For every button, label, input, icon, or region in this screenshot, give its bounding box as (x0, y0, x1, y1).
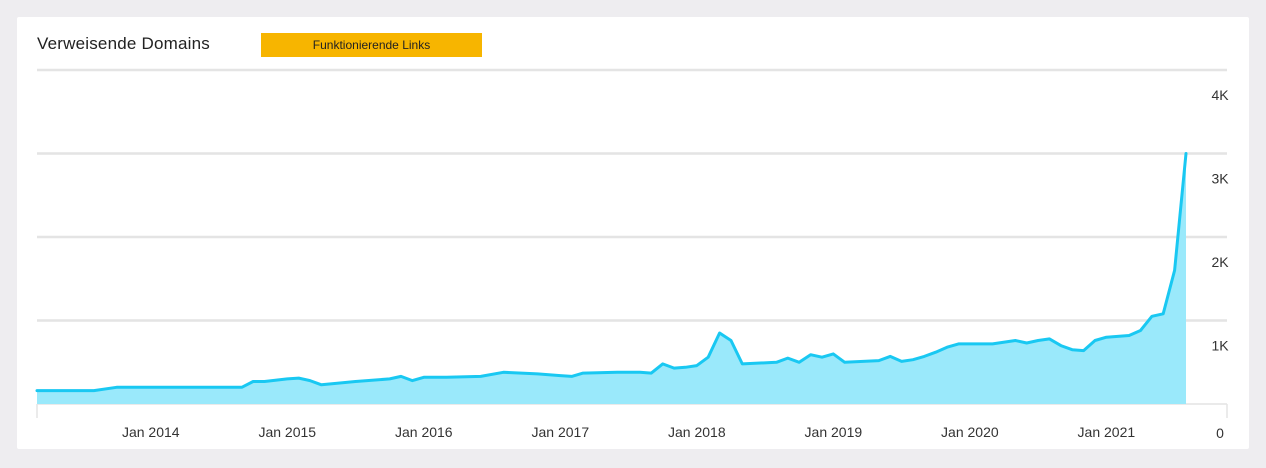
y-axis: 0 1K 2K 3K 4K (1211, 87, 1229, 441)
y-tick-label: 2K (1211, 254, 1229, 270)
chart-area (35, 152, 1188, 404)
x-tick-label: Jan 2017 (532, 424, 590, 440)
y-tick-label: 4K (1211, 87, 1229, 103)
x-tick-label: Jan 2014 (122, 424, 180, 440)
legend-badge-funktionierende-links[interactable]: Funktionierende Links (261, 33, 482, 57)
chart-title: Verweisende Domains (37, 34, 210, 53)
y-tick-label: 0 (1216, 425, 1224, 441)
x-tick-label: Jan 2020 (941, 424, 999, 440)
x-axis: Jan 2014 Jan 2015 Jan 2016 Jan 2017 Jan 2018… (122, 424, 1135, 440)
series-area-fill (37, 153, 1186, 404)
x-tick-label: Jan 2015 (258, 424, 316, 440)
x-tick-label: Jan 2019 (805, 424, 863, 440)
x-tick-label: Jan 2016 (395, 424, 453, 440)
x-tick-label: Jan 2021 (1078, 424, 1136, 440)
y-tick-label: 1K (1211, 338, 1229, 354)
y-tick-label: 3K (1211, 171, 1229, 187)
series-line-funktionierende-links[interactable] (35, 152, 1188, 393)
x-tick-label: Jan 2018 (668, 424, 726, 440)
